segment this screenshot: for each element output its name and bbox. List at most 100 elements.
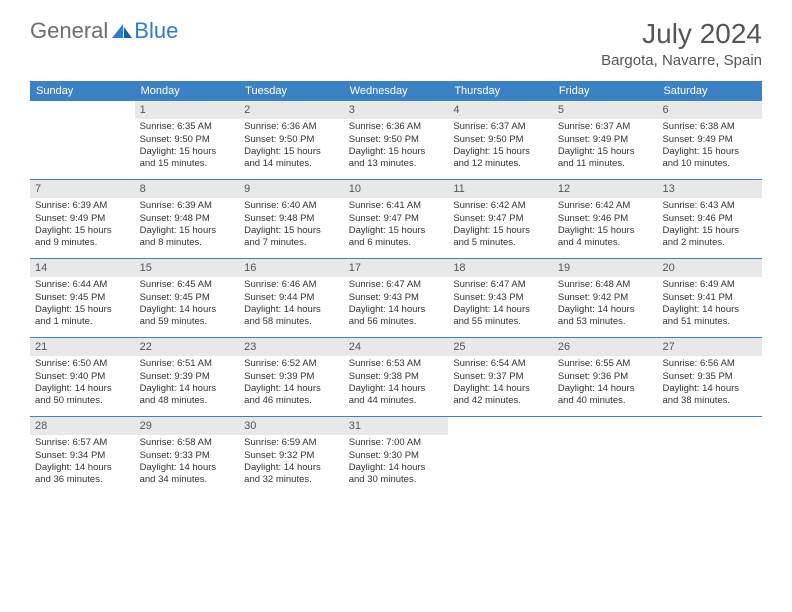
- day-number: 12: [553, 180, 658, 198]
- logo-text-general: General: [30, 18, 108, 44]
- sunset-text: Sunset: 9:40 PM: [35, 371, 130, 383]
- day-body: Sunrise: 6:44 AMSunset: 9:45 PMDaylight:…: [30, 277, 135, 332]
- sunrise-text: Sunrise: 6:55 AM: [558, 358, 653, 370]
- day-body: Sunrise: 6:37 AMSunset: 9:50 PMDaylight:…: [448, 119, 553, 174]
- daylight-line1: Daylight: 14 hours: [662, 383, 757, 395]
- sunset-text: Sunset: 9:44 PM: [244, 292, 339, 304]
- daylight-line2: and 53 minutes.: [558, 316, 653, 328]
- daylight-line2: and 55 minutes.: [453, 316, 548, 328]
- daylight-line1: Daylight: 14 hours: [349, 462, 444, 474]
- daylight-line1: Daylight: 14 hours: [244, 383, 339, 395]
- sunrise-text: Sunrise: 6:41 AM: [349, 200, 444, 212]
- daylight-line1: Daylight: 15 hours: [453, 225, 548, 237]
- daylight-line2: and 50 minutes.: [35, 395, 130, 407]
- day-cell: 28Sunrise: 6:57 AMSunset: 9:34 PMDayligh…: [30, 417, 135, 495]
- day-body: Sunrise: 6:39 AMSunset: 9:49 PMDaylight:…: [30, 198, 135, 253]
- sunset-text: Sunset: 9:47 PM: [453, 213, 548, 225]
- daylight-line2: and 7 minutes.: [244, 237, 339, 249]
- daylight-line2: and 36 minutes.: [35, 474, 130, 486]
- sunrise-text: Sunrise: 6:36 AM: [244, 121, 339, 133]
- daylight-line2: and 32 minutes.: [244, 474, 339, 486]
- daylight-line1: Daylight: 14 hours: [244, 462, 339, 474]
- day-cell: 19Sunrise: 6:48 AMSunset: 9:42 PMDayligh…: [553, 259, 658, 337]
- sunrise-text: Sunrise: 6:35 AM: [140, 121, 235, 133]
- day-number: [30, 101, 135, 105]
- day-cell: [448, 417, 553, 495]
- daylight-line2: and 11 minutes.: [558, 158, 653, 170]
- sunset-text: Sunset: 9:49 PM: [662, 134, 757, 146]
- day-number: 11: [448, 180, 553, 198]
- sunrise-text: Sunrise: 6:45 AM: [140, 279, 235, 291]
- day-number: 21: [30, 338, 135, 356]
- header: General Blue July 2024 Bargota, Navarre,…: [0, 0, 792, 77]
- sunrise-text: Sunrise: 6:38 AM: [662, 121, 757, 133]
- day-cell: 7Sunrise: 6:39 AMSunset: 9:49 PMDaylight…: [30, 180, 135, 258]
- sunset-text: Sunset: 9:42 PM: [558, 292, 653, 304]
- day-body: Sunrise: 6:49 AMSunset: 9:41 PMDaylight:…: [657, 277, 762, 332]
- daylight-line2: and 30 minutes.: [349, 474, 444, 486]
- day-cell: 22Sunrise: 6:51 AMSunset: 9:39 PMDayligh…: [135, 338, 240, 416]
- daylight-line1: Daylight: 15 hours: [35, 304, 130, 316]
- day-body: Sunrise: 6:48 AMSunset: 9:42 PMDaylight:…: [553, 277, 658, 332]
- day-number: 28: [30, 417, 135, 435]
- day-number: 5: [553, 101, 658, 119]
- day-body: Sunrise: 6:51 AMSunset: 9:39 PMDaylight:…: [135, 356, 240, 411]
- daylight-line1: Daylight: 15 hours: [662, 225, 757, 237]
- day-body: Sunrise: 6:41 AMSunset: 9:47 PMDaylight:…: [344, 198, 449, 253]
- sunrise-text: Sunrise: 6:40 AM: [244, 200, 339, 212]
- daylight-line1: Daylight: 15 hours: [558, 225, 653, 237]
- daylight-line2: and 9 minutes.: [35, 237, 130, 249]
- day-body: Sunrise: 6:57 AMSunset: 9:34 PMDaylight:…: [30, 435, 135, 490]
- sunrise-text: Sunrise: 6:54 AM: [453, 358, 548, 370]
- day-cell: 16Sunrise: 6:46 AMSunset: 9:44 PMDayligh…: [239, 259, 344, 337]
- daylight-line2: and 10 minutes.: [662, 158, 757, 170]
- day-body: Sunrise: 6:35 AMSunset: 9:50 PMDaylight:…: [135, 119, 240, 174]
- day-body: Sunrise: 6:52 AMSunset: 9:39 PMDaylight:…: [239, 356, 344, 411]
- week-row: 28Sunrise: 6:57 AMSunset: 9:34 PMDayligh…: [30, 416, 762, 495]
- sunset-text: Sunset: 9:48 PM: [140, 213, 235, 225]
- sunrise-text: Sunrise: 6:42 AM: [453, 200, 548, 212]
- daylight-line1: Daylight: 15 hours: [453, 146, 548, 158]
- week-row: 1Sunrise: 6:35 AMSunset: 9:50 PMDaylight…: [30, 101, 762, 179]
- day-cell: 15Sunrise: 6:45 AMSunset: 9:45 PMDayligh…: [135, 259, 240, 337]
- daylight-line2: and 4 minutes.: [558, 237, 653, 249]
- daylight-line2: and 56 minutes.: [349, 316, 444, 328]
- sunset-text: Sunset: 9:41 PM: [662, 292, 757, 304]
- sunset-text: Sunset: 9:45 PM: [35, 292, 130, 304]
- sunrise-text: Sunrise: 6:39 AM: [35, 200, 130, 212]
- sunset-text: Sunset: 9:34 PM: [35, 450, 130, 462]
- sunset-text: Sunset: 9:48 PM: [244, 213, 339, 225]
- day-body: Sunrise: 6:42 AMSunset: 9:47 PMDaylight:…: [448, 198, 553, 253]
- day-cell: 25Sunrise: 6:54 AMSunset: 9:37 PMDayligh…: [448, 338, 553, 416]
- logo-text-blue: Blue: [134, 18, 178, 44]
- day-body: Sunrise: 7:00 AMSunset: 9:30 PMDaylight:…: [344, 435, 449, 490]
- daylight-line1: Daylight: 14 hours: [349, 383, 444, 395]
- day-body: Sunrise: 6:53 AMSunset: 9:38 PMDaylight:…: [344, 356, 449, 411]
- daylight-line2: and 2 minutes.: [662, 237, 757, 249]
- day-cell: 30Sunrise: 6:59 AMSunset: 9:32 PMDayligh…: [239, 417, 344, 495]
- daylight-line1: Daylight: 14 hours: [558, 383, 653, 395]
- sunset-text: Sunset: 9:50 PM: [244, 134, 339, 146]
- sunset-text: Sunset: 9:46 PM: [662, 213, 757, 225]
- sunrise-text: Sunrise: 6:56 AM: [662, 358, 757, 370]
- week-row: 7Sunrise: 6:39 AMSunset: 9:49 PMDaylight…: [30, 179, 762, 258]
- day-header: Monday: [135, 81, 240, 101]
- sunset-text: Sunset: 9:38 PM: [349, 371, 444, 383]
- day-number: 30: [239, 417, 344, 435]
- sunrise-text: Sunrise: 6:37 AM: [453, 121, 548, 133]
- day-number: 19: [553, 259, 658, 277]
- day-cell: 23Sunrise: 6:52 AMSunset: 9:39 PMDayligh…: [239, 338, 344, 416]
- day-number: 9: [239, 180, 344, 198]
- day-body: Sunrise: 6:58 AMSunset: 9:33 PMDaylight:…: [135, 435, 240, 490]
- day-body: Sunrise: 6:36 AMSunset: 9:50 PMDaylight:…: [239, 119, 344, 174]
- day-cell: [553, 417, 658, 495]
- day-body: Sunrise: 6:59 AMSunset: 9:32 PMDaylight:…: [239, 435, 344, 490]
- daylight-line1: Daylight: 15 hours: [244, 225, 339, 237]
- daylight-line1: Daylight: 15 hours: [662, 146, 757, 158]
- daylight-line2: and 34 minutes.: [140, 474, 235, 486]
- day-body: Sunrise: 6:55 AMSunset: 9:36 PMDaylight:…: [553, 356, 658, 411]
- sunset-text: Sunset: 9:32 PM: [244, 450, 339, 462]
- week-row: 21Sunrise: 6:50 AMSunset: 9:40 PMDayligh…: [30, 337, 762, 416]
- day-cell: 10Sunrise: 6:41 AMSunset: 9:47 PMDayligh…: [344, 180, 449, 258]
- day-body: Sunrise: 6:38 AMSunset: 9:49 PMDaylight:…: [657, 119, 762, 174]
